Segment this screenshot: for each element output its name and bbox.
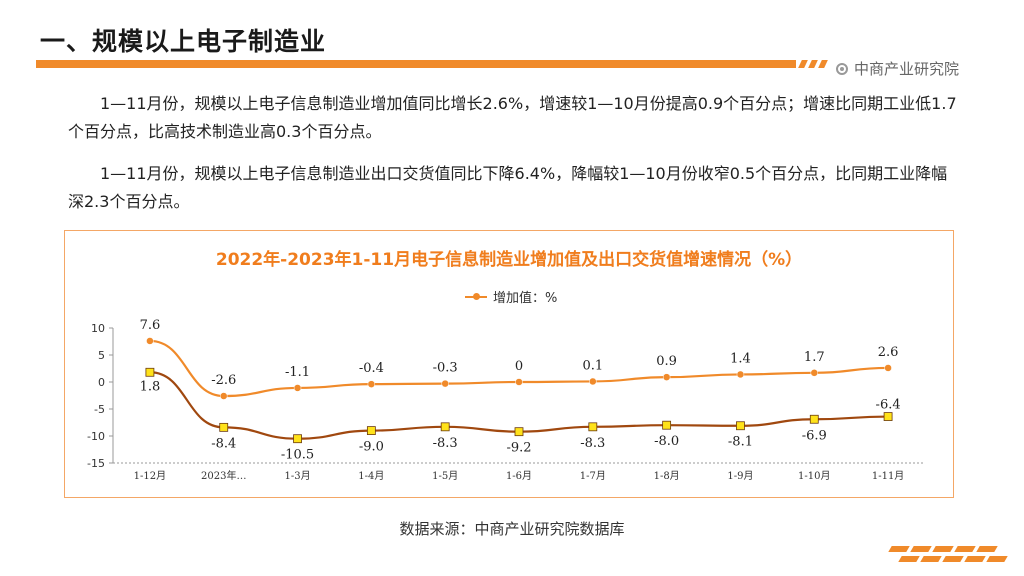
data-label-export: -6.4 — [876, 398, 901, 413]
data-label-export: -9.2 — [506, 441, 531, 456]
data-label-export: -8.4 — [211, 436, 236, 451]
footer-stripes — [888, 546, 998, 552]
data-label-export: -8.1 — [728, 435, 753, 450]
y-tick-label: 0 — [98, 376, 105, 389]
data-label-export: -8.3 — [433, 436, 458, 451]
footer-stripes-lower — [898, 556, 1008, 562]
point-export — [736, 421, 745, 431]
data-label-export: -9.0 — [359, 440, 384, 455]
x-tick-label: 1-9月 — [727, 470, 753, 482]
data-label-value-added: -0.3 — [433, 361, 458, 376]
series-line-export — [149, 371, 889, 440]
chart-container: 2022年-2023年1-11月电子信息制造业增加值及出口交货值增速情况（%） … — [64, 230, 954, 498]
x-tick-label: 1-10月 — [798, 470, 830, 482]
point-export — [219, 422, 229, 432]
y-tick-label: -5 — [94, 403, 105, 416]
x-tick-label: 1-5月 — [432, 470, 458, 482]
data-label-value-added: 1.4 — [730, 351, 751, 366]
data-source: 数据来源：中商产业研究院数据库 — [399, 520, 625, 538]
brand-label: 中商产业研究院 — [836, 58, 959, 79]
point-value-added — [515, 378, 523, 386]
point-value-added — [293, 384, 302, 392]
point-export — [809, 414, 819, 424]
chart-title: 2022年-2023年1-11月电子信息制造业增加值及出口交货值增速情况（%） — [215, 250, 803, 270]
data-label-value-added: 0.9 — [656, 354, 677, 369]
point-value-added — [367, 380, 376, 388]
legend-label: 增加值：% — [493, 291, 558, 306]
point-export — [145, 367, 155, 377]
paragraph-value-added: 1—11月份，规模以上电子信息制造业增加值同比增长2.6%，增速较1—10月份提… — [68, 94, 957, 141]
point-value-added — [662, 373, 671, 381]
point-export — [293, 434, 302, 444]
y-tick-label: 5 — [98, 349, 105, 362]
y-tick-label: -15 — [87, 457, 105, 470]
y-tick-label: -10 — [87, 430, 105, 443]
point-value-added — [884, 364, 892, 372]
x-tick-label: 1-4月 — [358, 470, 384, 482]
series-line-value-added — [149, 339, 889, 398]
x-tick-label: 1-8月 — [654, 470, 680, 482]
data-label-value-added: 2.6 — [878, 345, 899, 360]
point-value-added — [219, 392, 228, 400]
paragraph-export: 1—11月份，规模以上电子信息制造业出口交货值同比下降6.4%，降幅较1—10月… — [68, 164, 948, 211]
legend-line-icon — [465, 292, 487, 300]
title-stripes — [798, 60, 830, 68]
point-value-added — [810, 369, 819, 377]
data-label-export: -6.9 — [802, 428, 827, 443]
data-label-export: 1.8 — [140, 379, 161, 394]
point-value-added — [589, 377, 597, 386]
point-export — [662, 420, 672, 430]
x-tick-label: 1-7月 — [580, 470, 606, 482]
data-label-export: -8.3 — [580, 436, 605, 451]
data-label-value-added: 0 — [515, 359, 523, 374]
point-export — [514, 427, 524, 437]
data-label-value-added: -1.1 — [285, 365, 310, 380]
y-tick-label: 10 — [91, 322, 105, 335]
chart-legend: 增加值：% — [465, 287, 557, 306]
data-label-value-added: -0.4 — [359, 361, 384, 376]
brand-logo-icon — [836, 62, 848, 75]
data-label-export: -10.5 — [281, 448, 314, 463]
point-export — [366, 426, 376, 436]
data-label-value-added: 7.6 — [140, 318, 161, 333]
x-tick-label: 1-12月 — [134, 470, 166, 482]
point-value-added — [441, 379, 449, 388]
x-tick-label: 1-3月 — [284, 470, 310, 482]
data-label-value-added: -2.6 — [211, 373, 236, 388]
point-export — [588, 422, 598, 432]
x-tick-label: 2023年… — [201, 469, 246, 482]
point-value-added — [146, 337, 154, 345]
data-label-value-added: 0.1 — [582, 358, 603, 373]
chart-plot: 10 5 0 -5 -10 -15 1-12月 2023年… 1-3月 1-4月 1-5月 1-6月 1… — [87, 318, 925, 482]
data-label-export: -8.0 — [654, 434, 679, 449]
page-title: 一、规模以上电子制造业 — [40, 27, 327, 56]
x-tick-label: 1-11月 — [872, 470, 904, 482]
brand-name: 中商产业研究院 — [854, 60, 960, 78]
title-underline — [36, 60, 796, 68]
point-export — [883, 412, 893, 421]
point-export — [440, 422, 450, 432]
data-label-value-added: 1.7 — [804, 350, 825, 365]
point-value-added — [736, 370, 745, 379]
x-tick-label: 1-6月 — [506, 470, 532, 482]
